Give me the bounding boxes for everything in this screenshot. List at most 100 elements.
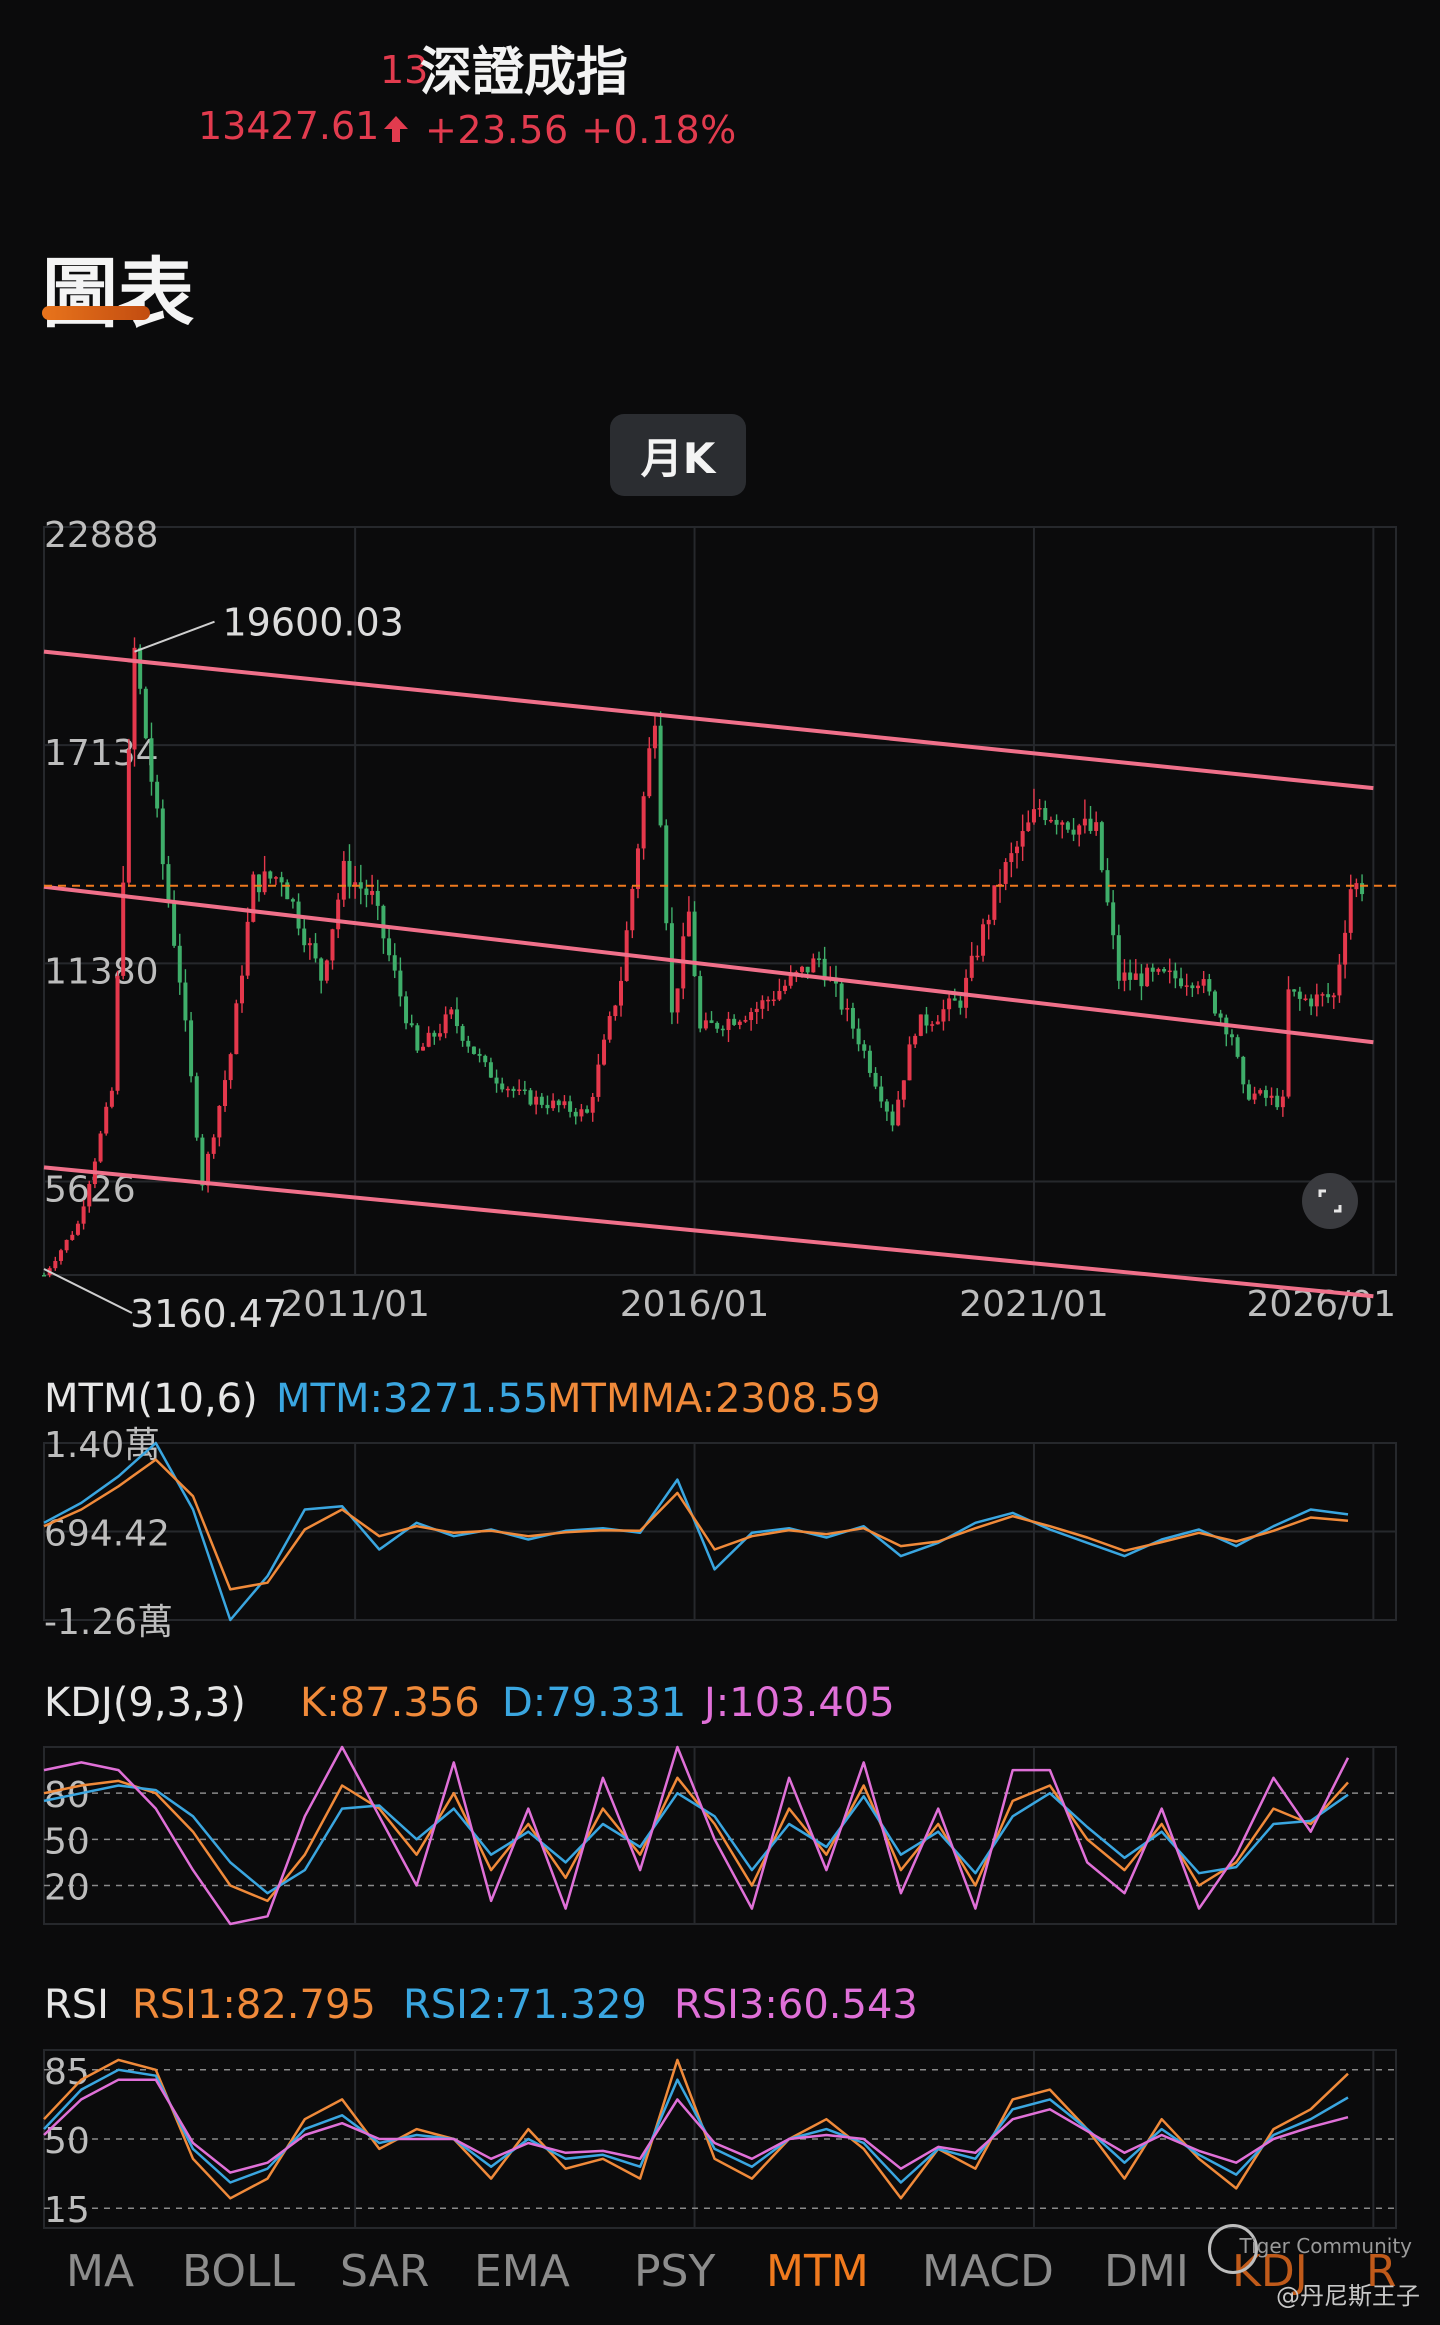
indicator-y-label: 85 bbox=[44, 2052, 90, 2093]
candle-body bbox=[720, 1028, 725, 1031]
trend-line-1 bbox=[43, 649, 1374, 791]
candle-body bbox=[517, 1089, 522, 1091]
candle-body bbox=[703, 1020, 708, 1029]
tab-macd[interactable]: MACD bbox=[922, 2246, 1054, 2297]
indicator-title: RSI bbox=[44, 1982, 109, 2028]
candle-body bbox=[992, 885, 997, 920]
tab-boll[interactable]: BOLL bbox=[182, 2246, 296, 2297]
watermark-brand: Tiger Community bbox=[1239, 2234, 1413, 2258]
indicator-legend: D:79.331 bbox=[502, 1680, 686, 1726]
candle-body bbox=[1241, 1056, 1246, 1085]
candle-body bbox=[330, 929, 335, 961]
candle-body bbox=[1309, 998, 1314, 1007]
candle-body bbox=[1229, 1034, 1234, 1038]
candle-body bbox=[1173, 970, 1178, 979]
candle-body bbox=[1201, 979, 1206, 986]
candle-body bbox=[1077, 825, 1082, 835]
candle-body bbox=[1048, 819, 1053, 822]
candle-body bbox=[930, 1024, 935, 1026]
candle-body bbox=[777, 990, 782, 1000]
candle-body bbox=[228, 1054, 233, 1081]
tab-sar[interactable]: SAR bbox=[340, 2246, 430, 2297]
candle-body bbox=[1235, 1037, 1240, 1057]
indicator-series-line bbox=[43, 1776, 1349, 1903]
candle-body bbox=[336, 899, 341, 930]
candle-body bbox=[556, 1100, 561, 1106]
candle-body bbox=[590, 1096, 595, 1113]
tab-ma[interactable]: MA bbox=[66, 2246, 135, 2297]
candle-body bbox=[1348, 889, 1353, 933]
candle-body bbox=[873, 1072, 878, 1087]
candle-body bbox=[1082, 818, 1087, 826]
x-tick-label: 2021/01 bbox=[959, 1284, 1109, 1325]
candle-body bbox=[370, 890, 375, 895]
candle-body bbox=[211, 1137, 216, 1154]
candle-body bbox=[867, 1050, 872, 1073]
candle-body bbox=[273, 877, 278, 879]
candle-body bbox=[1071, 829, 1076, 835]
indicator-series-line bbox=[43, 1745, 1350, 1926]
header-name-fragment: 13 bbox=[380, 48, 429, 92]
period-button[interactable]: 月K bbox=[610, 414, 746, 496]
candle-body bbox=[143, 688, 148, 739]
tab-mtm[interactable]: MTM bbox=[766, 2246, 869, 2297]
candle-body bbox=[522, 1089, 527, 1091]
candle-body bbox=[658, 725, 663, 826]
candle-body bbox=[1054, 819, 1059, 825]
candle-body bbox=[353, 882, 358, 887]
indicator-y-label: 694.42 bbox=[44, 1514, 170, 1555]
candle-body bbox=[1218, 1013, 1223, 1018]
y-tick-label: 17134 bbox=[44, 733, 159, 774]
candle-body bbox=[234, 1003, 239, 1055]
candle-body bbox=[975, 955, 980, 958]
candle-body bbox=[183, 982, 188, 1021]
indicator-panel-frame bbox=[43, 1746, 1397, 1925]
candle-body bbox=[788, 975, 793, 986]
candle-body bbox=[1094, 822, 1099, 831]
candle-body bbox=[58, 1250, 63, 1261]
candle-body bbox=[1133, 973, 1138, 980]
tab-r[interactable]: R bbox=[1366, 2246, 1397, 2297]
candle-body bbox=[918, 1014, 923, 1036]
expand-chart-button[interactable] bbox=[1302, 1173, 1358, 1229]
candle-body bbox=[1003, 862, 1008, 884]
candle-body bbox=[879, 1086, 884, 1102]
candle-body bbox=[251, 874, 256, 922]
candle-body bbox=[449, 1009, 454, 1015]
candle-body bbox=[884, 1101, 889, 1112]
candle-body bbox=[1116, 935, 1121, 981]
trend-line-2 bbox=[43, 884, 1374, 1045]
candle-body bbox=[98, 1133, 103, 1162]
indicator-y-label: 1.40萬 bbox=[44, 1425, 160, 1466]
candle-body bbox=[1303, 998, 1308, 1000]
candle-body bbox=[319, 958, 324, 981]
candle-body bbox=[715, 1022, 720, 1029]
candle-body bbox=[686, 911, 691, 937]
candle-body bbox=[432, 1032, 437, 1037]
candle-body bbox=[816, 958, 821, 960]
candle-body bbox=[324, 960, 329, 981]
candle-body bbox=[1099, 822, 1104, 871]
indicator-y-label: 15 bbox=[44, 2190, 90, 2231]
candle-body bbox=[477, 1053, 482, 1056]
candle-body bbox=[1196, 985, 1201, 989]
candle-body bbox=[223, 1080, 228, 1107]
candle-body bbox=[471, 1046, 476, 1054]
candle-body bbox=[771, 999, 776, 1002]
tab-ema[interactable]: EMA bbox=[474, 2246, 570, 2297]
candle-body bbox=[811, 958, 816, 973]
candle-body bbox=[70, 1234, 75, 1240]
candle-body bbox=[460, 1026, 465, 1041]
candle-body bbox=[952, 998, 957, 1001]
candle-body bbox=[924, 1014, 929, 1026]
candle-body bbox=[1190, 985, 1195, 989]
candle-body bbox=[607, 1016, 612, 1040]
candle-body bbox=[398, 970, 403, 997]
tab-psy[interactable]: PSY bbox=[634, 2246, 716, 2297]
candle-body bbox=[692, 911, 697, 977]
candle-body bbox=[845, 1007, 850, 1010]
candle-body bbox=[896, 1099, 901, 1126]
indicator-y-label: -1.26萬 bbox=[44, 1602, 173, 1643]
tab-dmi[interactable]: DMI bbox=[1104, 2246, 1189, 2297]
candle-body bbox=[1105, 870, 1110, 903]
